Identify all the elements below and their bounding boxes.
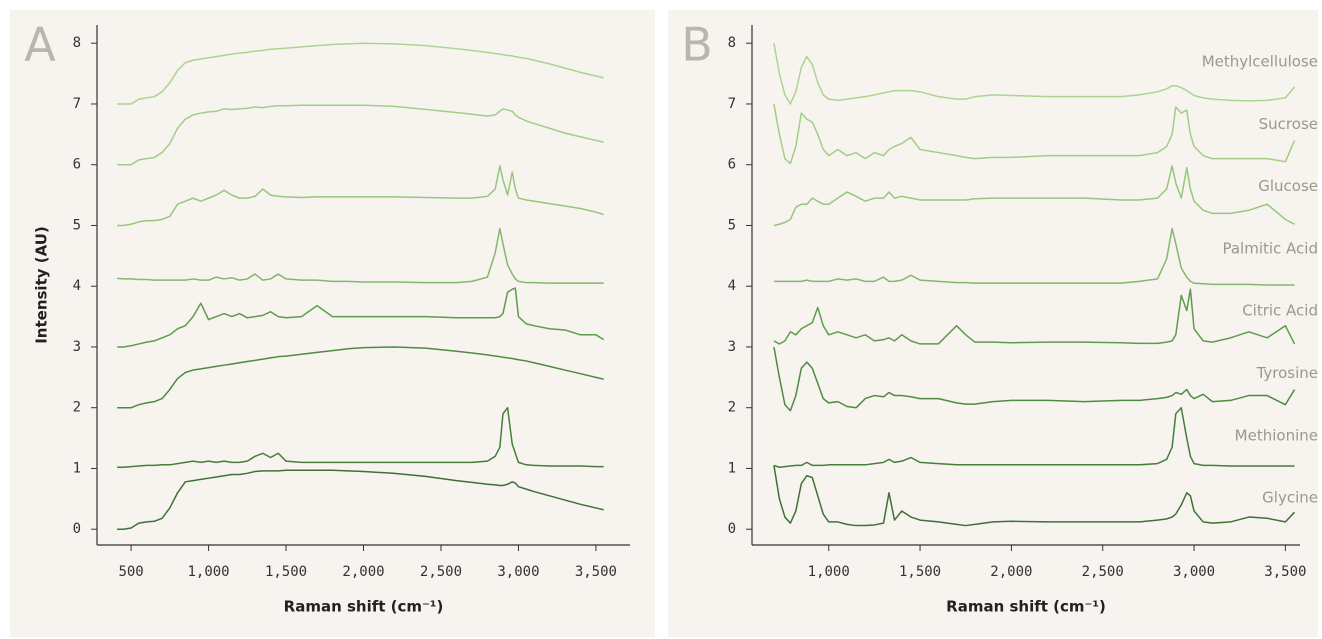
- series-label: Glycine: [1262, 489, 1318, 507]
- x-tick-label: 3,000: [1173, 564, 1215, 580]
- y-tick-label: 7: [73, 96, 81, 112]
- x-tick-label: 3,500: [1264, 564, 1306, 580]
- y-tick-label: 2: [73, 400, 81, 416]
- x-tick-label: 2,000: [990, 564, 1032, 580]
- spectrum-line: [117, 165, 604, 227]
- y-tick-label: 0: [73, 521, 81, 537]
- series-label: Tyrosine: [1256, 364, 1318, 382]
- spectrum-line: [117, 287, 605, 348]
- spectrum-line: [117, 227, 604, 284]
- spectrum-line: [117, 104, 604, 166]
- spectrum-line: [117, 406, 604, 468]
- spectrum-line: [117, 42, 604, 105]
- x-axis-title: Raman shift (cm⁻¹): [284, 598, 444, 616]
- x-tick-label: 3,000: [497, 564, 539, 580]
- y-tick-label: 6: [728, 157, 736, 173]
- spectrum-line: [773, 346, 1296, 412]
- panel-label: A: [24, 18, 56, 72]
- series-label: Citric Acid: [1242, 302, 1318, 320]
- y-tick-label: 5: [73, 217, 81, 233]
- spectrum-line: [773, 165, 1295, 227]
- spectrum-line: [773, 103, 1296, 165]
- panel-label: B: [681, 18, 713, 72]
- y-tick-label: 1: [728, 460, 736, 476]
- y-tick-label: 3: [73, 339, 81, 355]
- y-tick-label: 6: [73, 157, 81, 173]
- y-axis-title: Intensity (AU): [33, 226, 51, 344]
- spectrum-line: [117, 469, 604, 530]
- spectrum-line: [773, 288, 1296, 345]
- y-tick-label: 3: [728, 339, 736, 355]
- x-tick-label: 2,000: [342, 564, 384, 580]
- y-tick-label: 2: [728, 400, 736, 416]
- y-tick-label: 8: [73, 35, 81, 51]
- spectrum-line: [773, 465, 1296, 527]
- series-label: Palmitic Acid: [1222, 239, 1318, 257]
- x-tick-label: 1,500: [265, 564, 307, 580]
- spectrum-line: [773, 227, 1295, 286]
- series-label: Sucrose: [1259, 115, 1318, 133]
- y-tick-label: 4: [73, 278, 81, 294]
- x-tick-label: 500: [118, 564, 143, 580]
- x-tick-label: 1,500: [899, 564, 941, 580]
- y-tick-label: 5: [728, 217, 736, 233]
- x-tick-label: 2,500: [420, 564, 462, 580]
- y-tick-label: 0: [728, 521, 736, 537]
- spectrum-line: [773, 43, 1296, 105]
- spectrum-line: [773, 406, 1295, 468]
- x-axis-title: Raman shift (cm⁻¹): [946, 598, 1106, 616]
- panel-background: [10, 10, 655, 637]
- y-tick-label: 4: [728, 278, 736, 294]
- x-tick-label: 2,500: [1082, 564, 1124, 580]
- x-tick-label: 1,000: [187, 564, 229, 580]
- series-label: Glucose: [1258, 177, 1318, 195]
- spectrum-line: [117, 346, 604, 409]
- y-tick-label: 7: [728, 96, 736, 112]
- x-tick-label: 1,000: [808, 564, 850, 580]
- panel-background: [668, 10, 1318, 637]
- series-label: Methionine: [1235, 426, 1318, 444]
- series-label: Methylcellulose: [1202, 53, 1318, 71]
- x-tick-label: 3,500: [575, 564, 617, 580]
- y-tick-label: 8: [728, 35, 736, 51]
- y-tick-label: 1: [73, 460, 81, 476]
